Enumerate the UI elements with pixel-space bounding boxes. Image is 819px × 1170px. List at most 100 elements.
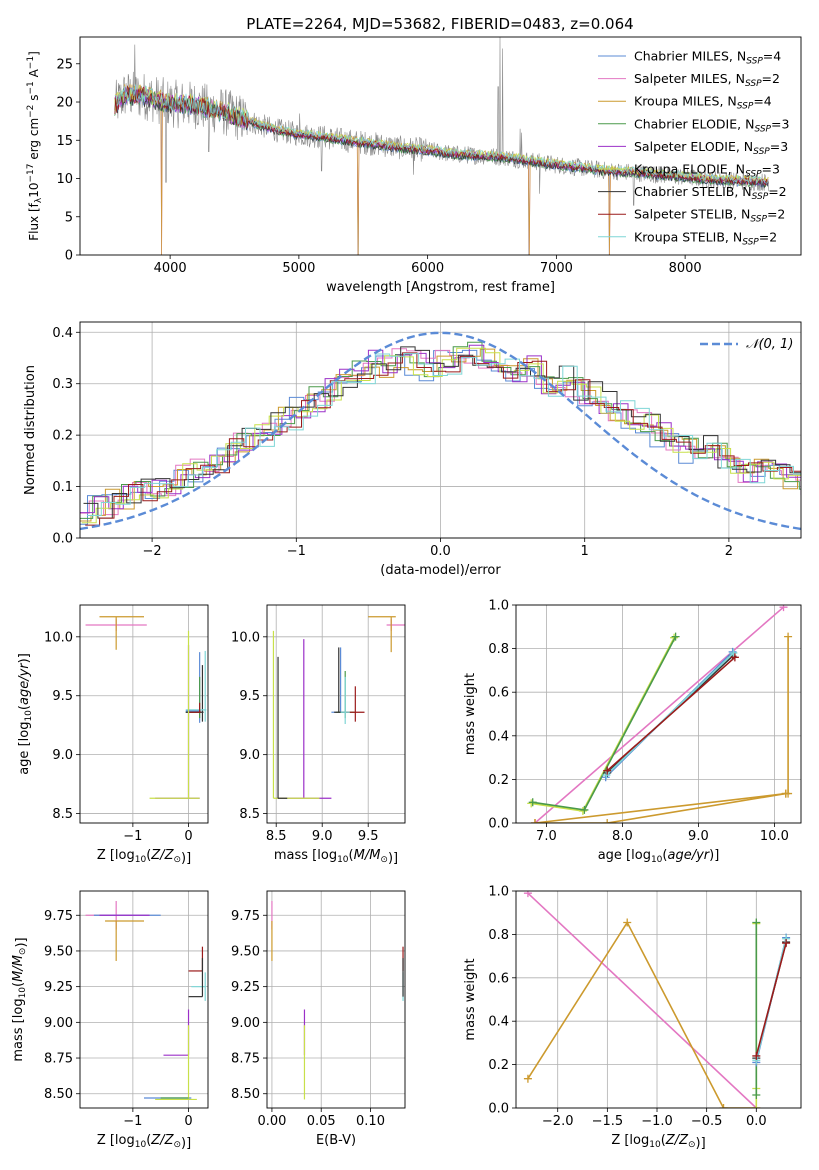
x-tick-label: 9.0 <box>688 829 709 844</box>
mass-weight-marker <box>752 1090 761 1099</box>
x-tick-label: 5000 <box>282 261 315 276</box>
mass-weight-line <box>527 920 757 1108</box>
x-axis-label: Z [log10(Z/Z⊙)] <box>611 1133 705 1151</box>
plot-area <box>80 331 801 531</box>
y-tick-label: 8.5 <box>239 807 260 822</box>
mass-weight-line <box>534 792 786 823</box>
y-tick-label: 8.50 <box>231 1087 260 1102</box>
y-tick-label: 1.0 <box>488 885 509 900</box>
mass-weight-marker <box>752 918 761 927</box>
legend-label: Chabrier ELODIE, NSSP=3 <box>634 116 789 134</box>
y-tick-label: 0.6 <box>488 971 509 986</box>
axes-frame <box>515 890 802 1109</box>
histogram-kroupa-elodie <box>81 347 801 524</box>
y-tick-label: 9.5 <box>52 689 73 704</box>
x-tick-label: −1.5 <box>592 1114 624 1129</box>
mass-weight-marker <box>781 789 790 798</box>
y-tick-label: 0.1 <box>52 480 73 495</box>
x-tick-label: 4000 <box>154 261 187 276</box>
y-axis-label: Normed distribution <box>23 365 38 495</box>
chart-mass_vs_Z: −1 0 8.50 8.75 9.00 9.25 9.50 9.75 Z [log10(Z/Z⊙… <box>11 890 209 1151</box>
x-axis-label: mass [log10(M/M⊙)] <box>274 848 398 866</box>
y-axis-label: age [log10(age/yr)] <box>17 653 34 775</box>
mass-weight-marker <box>623 918 632 927</box>
mass-weight-marker <box>752 1051 761 1060</box>
x-tick-label: 6000 <box>411 261 444 276</box>
histogram-chabrier-stelib <box>83 346 801 519</box>
mass-weight-line <box>532 636 677 811</box>
x-tick-label: 8.0 <box>612 829 633 844</box>
model-spectrum-kroupa-stelib <box>114 84 769 185</box>
x-tick-label: 0.0 <box>746 1114 767 1129</box>
y-axis-label: mass weight <box>463 673 478 755</box>
legend-label: Chabrier MILES, NSSP=4 <box>634 49 781 67</box>
y-tick-label: 0.3 <box>52 377 73 392</box>
y-tick-label: 15 <box>56 134 73 149</box>
plot-area <box>85 616 207 799</box>
axes-frame <box>266 604 406 824</box>
histogram-salpeter-elodie <box>80 344 801 514</box>
y-tick-label: 25 <box>56 57 73 72</box>
legend-label: Salpeter STELIB, NSSP=2 <box>634 207 785 225</box>
legend-label: Salpeter ELODIE, NSSP=3 <box>634 139 788 157</box>
y-tick-label: 8.50 <box>44 1087 73 1102</box>
model-spectrum-salpeter-stelib <box>114 85 769 187</box>
x-tick-label: −0.5 <box>691 1114 723 1129</box>
y-tick-label: 0.2 <box>488 773 509 788</box>
y-tick-label: 0.0 <box>488 1102 509 1117</box>
y-tick-label: 0.6 <box>488 686 509 701</box>
legend-label: Kroupa ELODIE, NSSP=3 <box>634 162 780 180</box>
y-tick-label: 0.0 <box>488 817 509 832</box>
histogram-chabrier-elodie <box>80 341 801 519</box>
y-tick-label: 8.75 <box>231 1052 260 1067</box>
y-tick-label: 10.0 <box>231 630 260 645</box>
histogram-salpeter-miles <box>80 348 801 516</box>
y-tick-label: 0.8 <box>488 642 509 657</box>
x-tick-label: 0.00 <box>257 1114 286 1129</box>
x-tick-label: 0 <box>184 1114 192 1129</box>
x-axis-label: E(B-V) <box>316 1133 356 1148</box>
y-tick-label: 8.5 <box>52 807 73 822</box>
mass-weight-marker <box>580 805 589 814</box>
y-tick-label: 1.0 <box>488 599 509 614</box>
histogram-kroupa-stelib <box>86 353 801 516</box>
x-tick-label: 0.10 <box>356 1114 385 1129</box>
axes-frame <box>79 321 802 539</box>
mass-weight-marker <box>602 771 611 780</box>
x-tick-label: −1 <box>287 544 306 559</box>
chart-age_vs_Z: −1 0 8.5 9.0 9.5 10.0 Z [log10(Z/Z⊙)] age [log1… <box>17 604 209 866</box>
y-tick-label: 0.2 <box>52 429 73 444</box>
y-tick-label: 20 <box>56 96 73 111</box>
mass-weight-marker <box>523 1074 532 1083</box>
y-tick-label: 5 <box>65 210 73 225</box>
plot-area <box>272 616 405 799</box>
x-axis-label: Z [log10(Z/Z⊙)] <box>97 848 191 866</box>
x-tick-label: 10.0 <box>760 829 789 844</box>
chart-age_vs_mass: 8.5 9.0 9.5 8.5 9.0 9.5 10.0 mass [log10(M/M⊙)] <box>231 604 406 866</box>
mass-weight-line <box>606 656 736 772</box>
y-tick-label: 0.2 <box>488 1058 509 1073</box>
chart-mass_weight_vs_Z: −2.0 −1.5 −1.0 −0.5 0.0 0.0 0.2 0.4 0.6 0.8 1.0 mas… <box>463 885 802 1151</box>
plot-area <box>114 37 770 255</box>
mass-weight-marker <box>729 648 738 657</box>
x-axis-label: (data-model)/error <box>380 563 501 578</box>
histogram-kroupa-miles <box>80 348 801 522</box>
y-tick-label: 9.0 <box>52 748 73 763</box>
y-tick-label: 0.8 <box>488 928 509 943</box>
legend-label-gaussian: 𝒩(0, 1) <box>746 337 793 352</box>
axes-frame <box>79 36 802 256</box>
mass-weight-marker <box>752 1104 761 1108</box>
mass-weight-marker <box>578 807 587 816</box>
chart-mass_weight_vs_age: 7.0 8.0 9.0 10.0 0.0 0.2 0.4 0.6 0.8 1.0 mass weig… <box>463 599 802 865</box>
x-tick-label: 0.05 <box>307 1114 336 1129</box>
y-tick-label: 9.00 <box>231 1016 260 1031</box>
y-tick-label: 9.00 <box>44 1016 73 1031</box>
x-tick-label: 2 <box>725 544 733 559</box>
model-spectrum-chabrier-stelib <box>114 87 769 189</box>
y-tick-label: 9.50 <box>231 944 260 959</box>
legend-label: Kroupa MILES, NSSP=4 <box>634 94 772 112</box>
histogram-salpeter-stelib <box>85 352 801 526</box>
mass-weight-marker <box>779 605 788 612</box>
legend-label: Kroupa STELIB, NSSP=2 <box>634 229 777 247</box>
